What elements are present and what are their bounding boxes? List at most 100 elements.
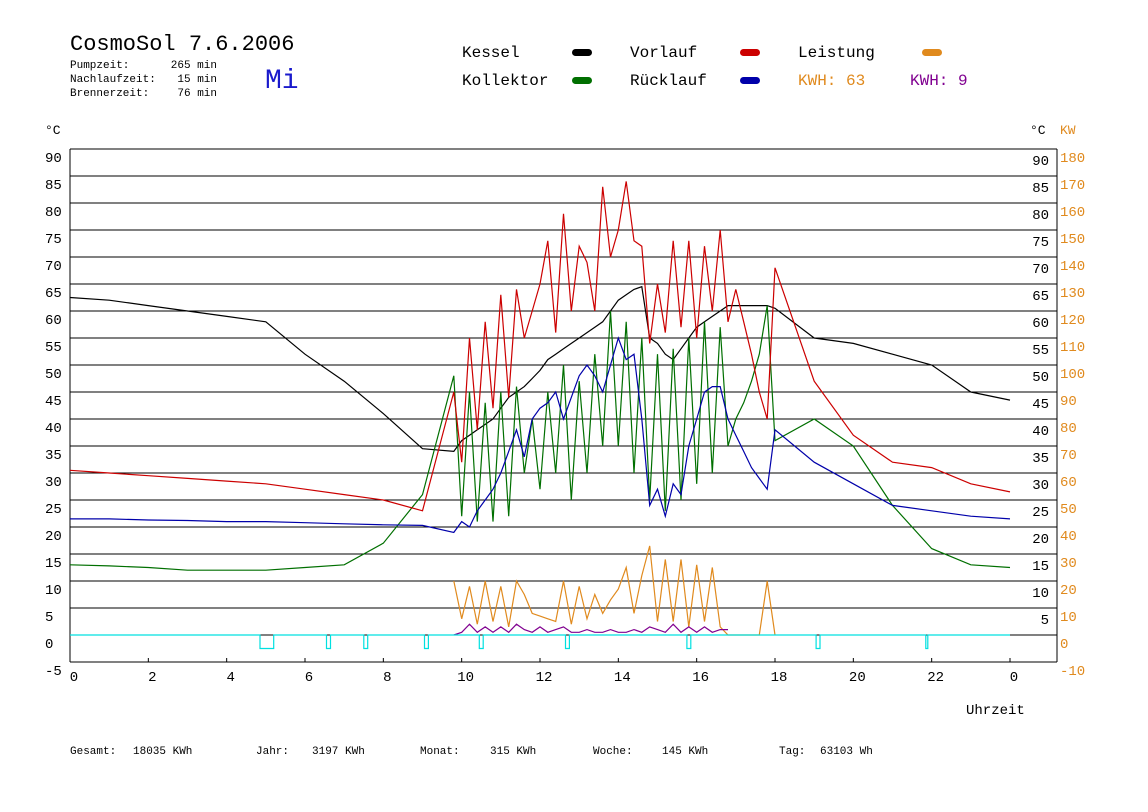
y-tick-label: 25 [45, 502, 62, 518]
x-tick-label: 22 [927, 670, 944, 686]
y2-tick-label: 170 [1060, 178, 1085, 194]
y-tick-label: 75 [45, 232, 62, 248]
y-right-tick-label: 35 [1032, 451, 1049, 467]
legend-swatch [740, 77, 760, 84]
footer-label: Monat: [420, 746, 460, 758]
y2-tick-label: 10 [1060, 610, 1077, 626]
info-label: Brennerzeit: [70, 88, 149, 100]
y-right-tick-label: 90 [1032, 154, 1049, 170]
y-tick-label: 55 [45, 340, 62, 356]
kwh-label: KWH: 9 [910, 72, 968, 90]
info-label: Nachlaufzeit: [70, 74, 156, 86]
legend-label: Rücklauf [630, 72, 707, 90]
y-right-tick-label: 85 [1032, 181, 1049, 197]
x-tick-label: 20 [849, 670, 866, 686]
y-unit: °C [45, 123, 61, 138]
footer-value: 63103 Wh [820, 746, 873, 758]
y2-tick-label: 20 [1060, 583, 1077, 599]
y-tick-label: 0 [45, 637, 53, 653]
y-tick-label: 30 [45, 475, 62, 491]
y-tick-label: 65 [45, 286, 62, 302]
y-tick-label: 70 [45, 259, 62, 275]
y2-tick-label: 60 [1060, 475, 1077, 491]
y2-tick-label: 180 [1060, 151, 1085, 167]
y-right-tick-label: 20 [1032, 532, 1049, 548]
x-tick-label: 8 [383, 670, 391, 686]
y-tick-label: 60 [45, 313, 62, 329]
legend-label: Kessel [462, 44, 520, 62]
y-right-tick-label: 75 [1032, 235, 1049, 251]
y2-tick-label: 130 [1060, 286, 1085, 302]
x-tick-label: 18 [771, 670, 788, 686]
y-right-tick-label: 70 [1032, 262, 1049, 278]
y2-tick-label: 70 [1060, 448, 1077, 464]
y-tick-label: -5 [45, 664, 62, 680]
legend-swatch [922, 49, 942, 56]
y-right-tick-label: 50 [1032, 370, 1049, 386]
y2-tick-label: 50 [1060, 502, 1077, 518]
footer-label: Gesamt: [70, 746, 116, 758]
legend-swatch [572, 49, 592, 56]
y2-tick-label: 100 [1060, 367, 1085, 383]
y-tick-label: 40 [45, 421, 62, 437]
y-unit-right: °C [1030, 123, 1046, 138]
series-line [69, 305, 1011, 571]
y2-tick-label: 40 [1060, 529, 1077, 545]
y-right-tick-label: 80 [1032, 208, 1049, 224]
x-tick-label: 2 [148, 670, 156, 686]
y-right-tick-label: 65 [1032, 289, 1049, 305]
y2-tick-label: 120 [1060, 313, 1085, 329]
info-label: Pumpzeit: [70, 60, 129, 72]
legend-swatch [740, 49, 760, 56]
legend-label: Kollektor [462, 72, 548, 90]
y2-tick-label: 150 [1060, 232, 1085, 248]
y-tick-label: 45 [45, 394, 62, 410]
x-tick-label: 12 [536, 670, 553, 686]
x-tick-label: 0 [70, 670, 78, 686]
y-right-tick-label: 25 [1032, 505, 1049, 521]
series-line [70, 336, 1011, 534]
x-tick-label: 6 [305, 670, 313, 686]
x-tick-label: 10 [457, 670, 474, 686]
series-line [69, 181, 1011, 512]
y-right-tick-label: 10 [1032, 586, 1049, 602]
info-value: 76 min [177, 88, 217, 100]
y2-tick-label: -10 [1060, 664, 1085, 680]
x-tick-label: 16 [692, 670, 709, 686]
footer-label: Woche: [593, 746, 633, 758]
x-tick-label: 0 [1010, 670, 1018, 686]
y2-tick-label: 80 [1060, 421, 1077, 437]
y-tick-label: 50 [45, 367, 62, 383]
y-right-tick-label: 60 [1032, 316, 1049, 332]
y-tick-label: 85 [45, 178, 62, 194]
y2-unit: KW [1060, 123, 1076, 138]
legend-label: Vorlauf [630, 44, 697, 62]
footer-value: 315 KWh [490, 746, 536, 758]
y-tick-label: 90 [45, 151, 62, 167]
info-value: 15 min [177, 74, 217, 86]
footer-value: 3197 KWh [312, 746, 365, 758]
series-line [453, 623, 728, 636]
y-right-tick-label: 40 [1032, 424, 1049, 440]
x-axis-label: Uhrzeit [966, 703, 1025, 719]
y-right-tick-label: 5 [1041, 613, 1049, 629]
footer-value: 18035 KWh [133, 746, 192, 758]
legend-label: Leistung [798, 44, 875, 62]
y-tick-label: 15 [45, 556, 62, 572]
y-right-tick-label: 15 [1032, 559, 1049, 575]
footer-value: 145 KWh [662, 746, 708, 758]
y2-tick-label: 160 [1060, 205, 1085, 221]
footer-label: Jahr: [256, 746, 289, 758]
chart-title: CosmoSol 7.6.2006 [70, 32, 294, 57]
footer-label: Tag: [779, 746, 805, 758]
y-right-tick-label: 30 [1032, 478, 1049, 494]
y-tick-label: 10 [45, 583, 62, 599]
y-right-tick-label: 45 [1032, 397, 1049, 413]
y-tick-label: 5 [45, 610, 53, 626]
y2-tick-label: 30 [1060, 556, 1077, 572]
info-value: 265 min [171, 60, 217, 72]
y-tick-label: 80 [45, 205, 62, 221]
